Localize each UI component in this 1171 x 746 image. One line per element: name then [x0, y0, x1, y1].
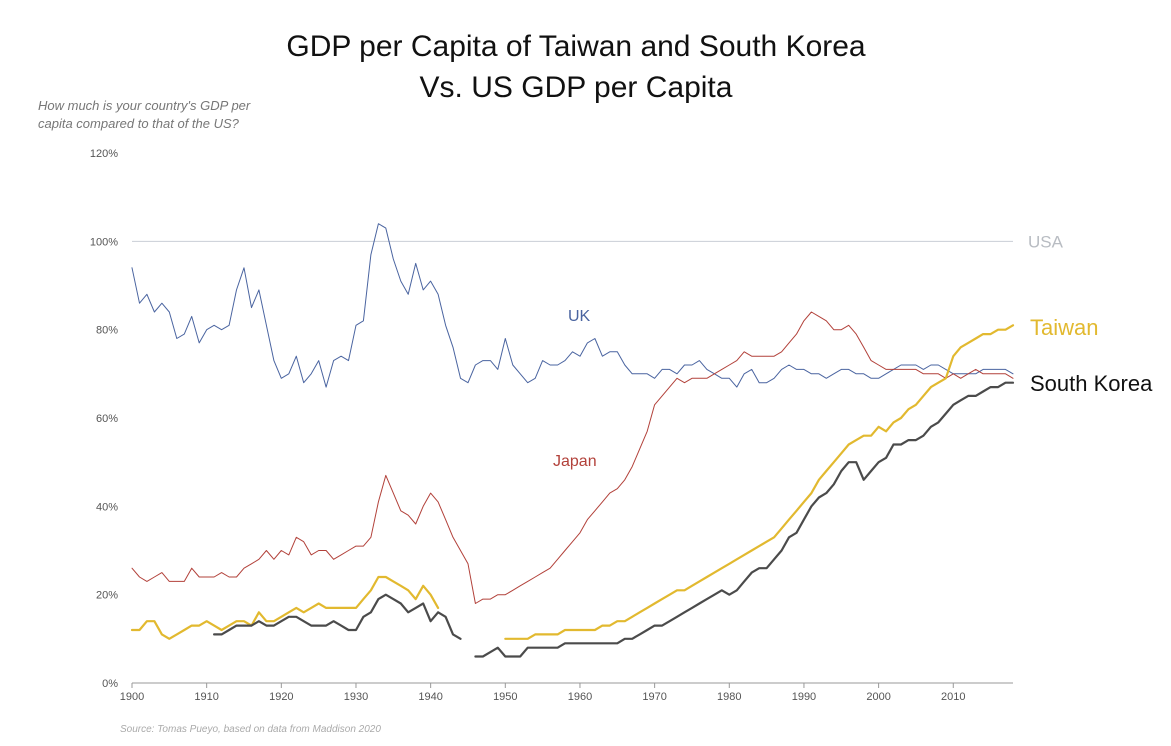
- y-tick-label: 120%: [90, 148, 118, 160]
- y-tick-label: 60%: [96, 413, 118, 425]
- south-korea-label: South Korea: [1030, 371, 1153, 396]
- chart-subtitle-line-1: How much is your country's GDP per: [38, 98, 251, 113]
- chart-source: Source: Tomas Pueyo, based on data from …: [120, 724, 381, 735]
- x-tick-label: 2000: [866, 691, 890, 703]
- taiwan-label: Taiwan: [1030, 315, 1098, 340]
- usa-reference: USA: [132, 232, 1064, 251]
- x-tick-label: 1910: [194, 691, 218, 703]
- y-tick-label: 100%: [90, 236, 118, 248]
- y-tick-label: 0%: [102, 678, 118, 690]
- japan-label: Japan: [553, 453, 597, 470]
- x-tick-label: 1940: [418, 691, 442, 703]
- usa-label: USA: [1028, 232, 1064, 251]
- x-tick-label: 1970: [642, 691, 666, 703]
- x-tick-label: 1920: [269, 691, 293, 703]
- y-tick-label: 40%: [96, 501, 118, 513]
- x-tick-label: 1900: [120, 691, 144, 703]
- x-tick-label: 1990: [792, 691, 816, 703]
- x-axis: 1900 1910 1920 1930 1940 1950 1960 1970 1980 1990…: [120, 682, 1013, 703]
- y-tick-label: 20%: [96, 590, 118, 602]
- y-axis: 0% 20% 40% 60% 80% 100% 120%: [90, 148, 118, 690]
- y-tick-label: 80%: [96, 325, 118, 337]
- x-tick-label: 1960: [568, 691, 592, 703]
- x-tick-label: 1980: [717, 691, 741, 703]
- taiwan-series-line: [130, 324, 1015, 640]
- x-tick-label: 2010: [941, 691, 965, 703]
- uk-series-line: [131, 223, 1014, 388]
- south-korea-series-line: [213, 381, 1015, 658]
- chart-title-line-2: Vs. US GDP per Capita: [420, 71, 733, 104]
- uk-label: UK: [568, 308, 591, 325]
- series-layer: UK Japan Taiwan South Korea: [130, 223, 1153, 658]
- chart-title-line-1: GDP per Capita of Taiwan and South Korea: [286, 30, 866, 63]
- chart-subtitle-line-2: capita compared to that of the US?: [38, 116, 240, 131]
- japan-series-line: [131, 311, 1014, 604]
- x-tick-label: 1930: [344, 691, 368, 703]
- x-tick-label: 1950: [493, 691, 517, 703]
